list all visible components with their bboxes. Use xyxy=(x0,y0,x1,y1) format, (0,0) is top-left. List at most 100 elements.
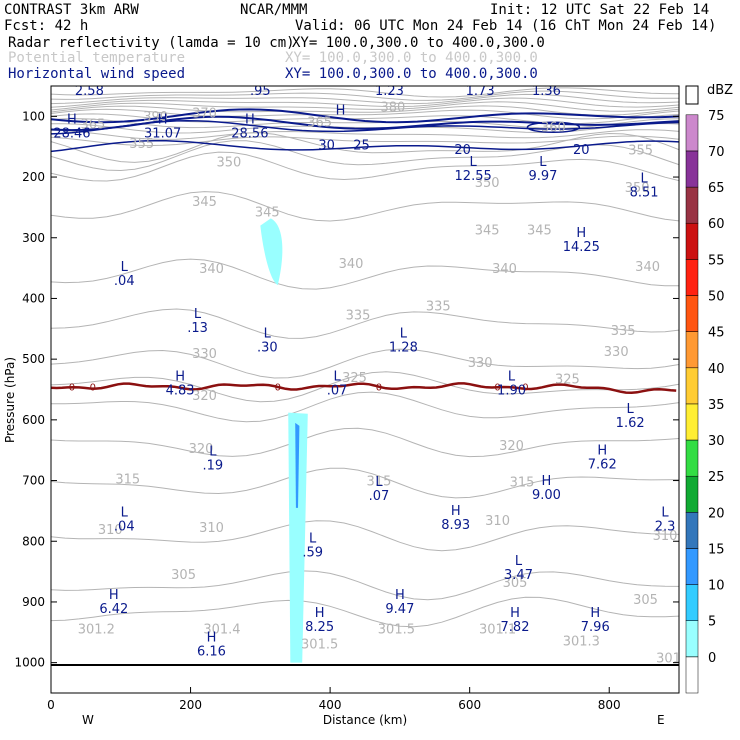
theta-contour-label: 310 xyxy=(653,529,678,544)
extremum-value: 6.42 xyxy=(99,602,128,617)
theta-minimum-label: 301.5 xyxy=(301,638,338,653)
extremum-value: 1.36 xyxy=(532,84,561,99)
theta-line xyxy=(51,348,679,379)
wind-contour-label: 25 xyxy=(353,139,370,154)
wind-contour-label: 20 xyxy=(454,143,471,158)
colorbar-swatch xyxy=(685,620,699,658)
plot-area: 0 0 0 0 0 0 390 380 365 370 365 360 355 355 350 350 350… xyxy=(51,70,679,667)
minimum-marker: L xyxy=(470,155,478,170)
theta-line xyxy=(51,108,679,120)
extremum-value: .07 xyxy=(369,489,390,504)
minimum-marker: L xyxy=(661,505,669,520)
colorbar-level-label: 65 xyxy=(708,181,725,196)
reflectivity-column xyxy=(288,412,308,663)
extremum-value: .19 xyxy=(203,459,224,474)
maximum-marker: H xyxy=(395,588,405,603)
model-title: CONTRAST 3km ARW xyxy=(4,2,139,18)
maximum-marker: H xyxy=(175,369,185,384)
maximum-marker: H xyxy=(542,474,552,489)
extremum-value: 14.25 xyxy=(563,240,600,255)
theta-contour-label: 350 xyxy=(625,181,650,196)
theta-contour-label: 335 xyxy=(426,300,451,315)
maximum-marker: H xyxy=(315,606,325,621)
x-axis: 0 200 400 600 800 xyxy=(47,687,621,712)
theta-contour-label: 320 xyxy=(499,439,524,454)
minimum-marker: L xyxy=(627,402,635,417)
theta-contour-label: 320 xyxy=(192,389,217,404)
minimum-marker: L xyxy=(264,326,272,341)
colorbar-swatch xyxy=(685,475,699,513)
colorbar-swatch xyxy=(685,367,699,405)
x-axis-label: Distance (km) xyxy=(323,713,407,727)
theta-line xyxy=(51,258,679,290)
field-name-wind: Horizontal wind speed xyxy=(8,66,185,82)
theta-line xyxy=(51,97,679,108)
minimum-marker: L xyxy=(543,70,551,85)
theta-line xyxy=(51,129,679,140)
colorbar-swatch xyxy=(685,150,699,188)
maximum-marker: H xyxy=(576,226,586,241)
y-tick-label: 1000 xyxy=(14,656,45,670)
y-tick-label: 800 xyxy=(22,534,45,548)
theta-contour-label: 345 xyxy=(192,195,217,210)
theta-contour-label: 325 xyxy=(342,371,367,386)
colorbar-level-label: 45 xyxy=(708,326,725,341)
theta-contour-label: 370 xyxy=(192,107,217,122)
minimum-marker: L xyxy=(375,475,383,490)
extremum-value: 8.51 xyxy=(630,185,659,200)
institution-label: NCAR/MMM xyxy=(240,2,307,18)
extremum-value: 12.55 xyxy=(455,169,492,184)
maximum-marker: H xyxy=(597,443,607,458)
extremum-value: 8.93 xyxy=(441,518,470,533)
wind-contour xyxy=(51,119,679,135)
freezing-level-label: 0 xyxy=(522,382,528,393)
freezing-level-line: 0 0 0 0 0 0 xyxy=(51,382,677,395)
colorbar-swatch xyxy=(685,584,699,621)
colorbar-level-label: 10 xyxy=(708,579,725,594)
extremum-value: .04 xyxy=(114,274,135,289)
maximum-marker: H xyxy=(158,113,168,128)
colorbar-swatch xyxy=(685,548,699,585)
theta-line xyxy=(51,132,679,163)
freezing-level-label: 0 xyxy=(90,382,96,393)
theta-contour-label: 310 xyxy=(485,514,510,529)
extremum-value: 31.07 xyxy=(144,127,181,142)
minimum-marker: L xyxy=(121,260,129,275)
extremum-value: 1.90 xyxy=(497,383,526,398)
theta-line xyxy=(51,151,679,182)
theta-contour-label: 350 xyxy=(217,156,242,171)
y-axis-label: Pressure (hPa) xyxy=(3,357,17,443)
theta-contour-label: 330 xyxy=(468,356,493,371)
theta-contour-label: 315 xyxy=(367,474,392,489)
theta-line xyxy=(51,467,679,499)
extremum-value: 1.73 xyxy=(466,84,495,99)
field-xy-wind: XY= 100.0,300.0 to 400.0,300.0 xyxy=(285,66,538,82)
theta-contour-label: 335 xyxy=(346,309,371,324)
wind-contour-closed xyxy=(526,121,581,134)
maximum-marker: H xyxy=(67,113,77,128)
extremum-value: .04 xyxy=(114,519,135,534)
extremum-value: 28.56 xyxy=(231,127,268,142)
theta-line xyxy=(51,308,679,339)
extremum-value: .07 xyxy=(327,383,348,398)
reflectivity-shading xyxy=(260,218,308,663)
extremum-value: .59 xyxy=(302,545,323,560)
colorbar-level-label: 60 xyxy=(708,217,725,232)
colorbar-cap xyxy=(685,85,699,105)
extremum-value: 8.25 xyxy=(305,620,334,635)
colorbar-swatch xyxy=(685,186,699,224)
minimum-marker: L xyxy=(209,445,217,460)
minimum-marker: L xyxy=(640,171,648,186)
init-time: Init: 12 UTC Sat 22 Feb 14 xyxy=(490,2,709,18)
wind-contour xyxy=(51,139,679,153)
colorbar-swatch xyxy=(685,439,699,477)
maximum-marker: H xyxy=(590,606,600,621)
y-tick-label: 700 xyxy=(22,474,45,488)
theta-minimum-label: 301.4 xyxy=(203,623,240,638)
y-tick-label: 400 xyxy=(22,291,45,305)
theta-contours xyxy=(51,87,679,628)
maximum-marker: H xyxy=(510,606,520,621)
extremum-value: 9.97 xyxy=(528,169,557,184)
theta-line xyxy=(51,371,679,403)
